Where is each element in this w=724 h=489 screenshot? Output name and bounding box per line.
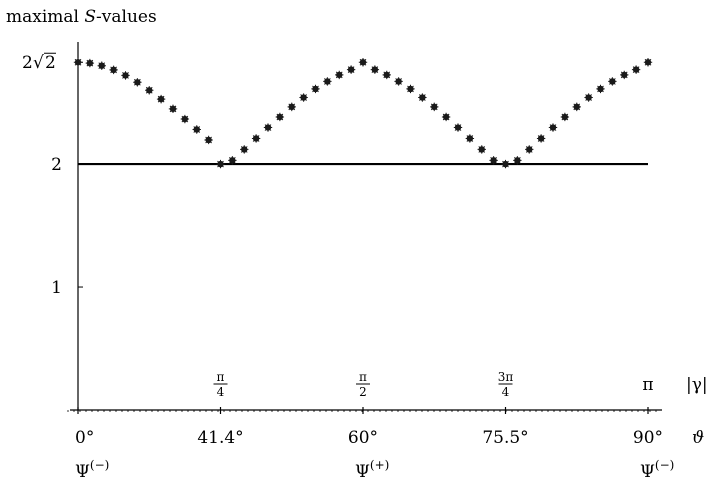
data-point xyxy=(406,84,415,94)
data-point xyxy=(85,58,95,68)
y-tick-label-radicand: 2 xyxy=(45,53,56,73)
state-label: Ψ(+) xyxy=(355,458,389,482)
data-point xyxy=(180,114,190,124)
theta-tick-label: 60° xyxy=(348,428,378,448)
gamma-tick-label: π xyxy=(642,375,653,395)
data-point xyxy=(477,145,486,154)
data-point xyxy=(596,84,605,94)
data-point xyxy=(323,77,332,86)
theta-axis-label: ϑ xyxy=(692,428,704,448)
data-point xyxy=(465,134,475,143)
state-label-superscript: (−) xyxy=(90,458,109,472)
data-point xyxy=(156,94,166,104)
gamma-tick-numerator: 3π xyxy=(498,370,514,384)
radical-sign: √ xyxy=(33,53,44,73)
y-tick-label: 1 xyxy=(51,278,62,298)
data-point xyxy=(418,93,427,102)
y-axis-label: maximal S-values xyxy=(6,7,157,27)
data-point xyxy=(335,70,344,80)
data-point xyxy=(489,156,498,165)
data-point xyxy=(216,159,225,169)
gamma-tick-denominator: 4 xyxy=(502,385,510,399)
data-point xyxy=(643,58,653,67)
data-point xyxy=(287,102,296,112)
data-point xyxy=(97,61,106,70)
gamma-axis-label: |γ| xyxy=(686,375,708,395)
state-label-base: Ψ xyxy=(640,462,655,482)
data-point xyxy=(382,70,391,80)
state-label-superscript: (+) xyxy=(370,458,389,472)
theta-tick-label: 75.5° xyxy=(482,428,528,448)
theta-tick-label: 90° xyxy=(633,428,663,448)
data-point xyxy=(168,104,178,114)
data-point xyxy=(299,93,308,102)
gamma-tick-numerator: π xyxy=(217,370,225,384)
data-point xyxy=(536,134,546,143)
data-point xyxy=(501,159,510,169)
data-point xyxy=(430,102,439,112)
gamma-tick-denominator: 2 xyxy=(359,385,367,399)
data-point xyxy=(358,58,368,67)
data-point xyxy=(394,77,403,86)
state-label: Ψ(−) xyxy=(75,458,109,482)
data-point xyxy=(275,112,285,122)
data-point xyxy=(525,145,534,154)
data-point xyxy=(370,65,380,74)
gamma-tick-numerator: π xyxy=(359,370,367,384)
data-point xyxy=(346,65,356,74)
data-point xyxy=(251,134,261,143)
state-labels: Ψ(−) Ψ(+) Ψ(−) xyxy=(75,458,674,482)
theta-tick-label: 0° xyxy=(75,428,94,448)
theta-ticks: 0° 41.4° 60° 75.5° 90° xyxy=(75,407,663,448)
y-tick-label: 2 xyxy=(51,155,62,175)
state-label: Ψ(−) xyxy=(640,458,674,482)
data-point xyxy=(513,156,522,165)
y-tick-label-sqrt: 2 √ 2 xyxy=(22,52,56,73)
data-point xyxy=(121,71,130,80)
data-point xyxy=(263,123,273,132)
data-point xyxy=(620,70,629,80)
data-point xyxy=(572,102,581,112)
y-tick-label-coef: 2 xyxy=(22,53,33,73)
theta-tick-label: 41.4° xyxy=(197,428,243,448)
data-point xyxy=(145,86,154,95)
data-point xyxy=(192,125,201,134)
data-point xyxy=(73,58,83,67)
y-ticks: 122 √ 2 xyxy=(22,52,83,298)
data-point xyxy=(608,77,617,86)
gamma-tick-denominator: 4 xyxy=(217,385,225,399)
data-point xyxy=(204,135,213,145)
data-point xyxy=(109,65,118,75)
data-point xyxy=(584,93,593,102)
data-point xyxy=(441,112,451,122)
state-label-base: Ψ xyxy=(355,462,370,482)
data-point xyxy=(453,123,463,132)
x-minor-ticks xyxy=(67,410,657,412)
data-point xyxy=(631,65,641,74)
state-label-superscript: (−) xyxy=(655,458,674,472)
data-point xyxy=(548,123,558,132)
data-point xyxy=(133,78,142,87)
data-point xyxy=(228,156,237,165)
data-point xyxy=(311,84,320,94)
state-label-base: Ψ xyxy=(75,462,90,482)
data-point xyxy=(560,112,570,122)
data-series xyxy=(73,58,653,169)
data-point xyxy=(240,145,249,154)
